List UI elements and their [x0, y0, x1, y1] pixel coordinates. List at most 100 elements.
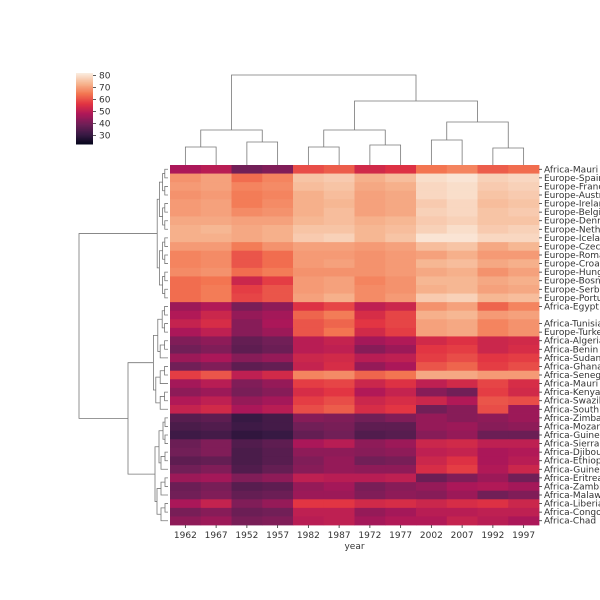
y-tick-label: Africa-Guinea — [544, 465, 600, 475]
cell-africa-mozambique-1972 — [354, 413, 386, 423]
cell-africa-guinea-bissau-1952 — [231, 422, 263, 432]
row-dendrogram-link — [155, 376, 161, 404]
cell-africa-kenya-1957 — [262, 379, 294, 389]
colorbar-segment — [76, 89, 93, 92]
cell-africa-senegal-2007 — [446, 362, 478, 372]
cell-europe-turkey-1977 — [385, 319, 417, 329]
column-dendrogram-link — [307, 146, 340, 165]
cell-africa-sierra-leone-1967 — [200, 430, 232, 440]
cell-europe-netherlands-2002 — [416, 225, 448, 234]
cell-africa-algeria-1972 — [354, 327, 386, 337]
cell-africa-swaziland-2002 — [416, 387, 448, 397]
cell-europe-austria-1967 — [200, 190, 232, 200]
cell-europe-belgium-1957 — [262, 207, 294, 217]
colorbar-segment — [76, 87, 93, 89]
colorbar-segment — [76, 96, 93, 99]
cell-africa-congo-1982 — [293, 499, 325, 509]
row-dendrogram-link — [159, 250, 163, 286]
cell-africa-mozambique-1977 — [385, 413, 417, 423]
cell-europe-czech-republic-1952 — [231, 242, 263, 252]
cell-africa-egypt-1997 — [508, 302, 540, 312]
y-tick-label: Europe-Croat — [544, 260, 600, 270]
cell-africa-senegal-1952 — [231, 362, 263, 372]
colorbar-segment — [76, 80, 93, 82]
cell-africa-swaziland-2007 — [446, 387, 478, 397]
cell-europe-austria-1962 — [170, 190, 202, 200]
cell-africa-benin-1972 — [354, 336, 386, 346]
cell-europe-belgium-2007 — [446, 207, 478, 217]
cell-africa-guinea-1957 — [262, 456, 294, 466]
cell-europe-spain-1962 — [170, 173, 202, 183]
row-dendrogram-link — [159, 370, 168, 384]
cell-africa-tanzania-1982 — [293, 516, 325, 526]
cell-europe-iceland-1962 — [170, 233, 202, 243]
cell-africa-benin-1952 — [231, 336, 263, 346]
cell-africa-ghana-1982 — [293, 353, 325, 363]
y-tick-label: Africa-Malaw — [544, 491, 600, 501]
cell-europe-iceland-1987 — [323, 233, 355, 243]
cell-africa-sudan-1972 — [354, 345, 386, 354]
cell-africa-sierra-leone-2007 — [446, 430, 478, 440]
cell-europe-netherlands-1977 — [385, 225, 417, 234]
heatmap-cells — [170, 165, 540, 526]
cell-europe-portugal-1992 — [477, 293, 509, 303]
y-tick-label: Europe-Roma — [544, 251, 600, 261]
cell-africa-guinea-2007 — [446, 456, 478, 466]
cell-africa-zambia-2002 — [416, 473, 448, 483]
cell-africa-liberia-1982 — [293, 490, 325, 500]
cell-europe-netherlands-1967 — [200, 225, 232, 234]
y-tick-label: Africa-Tunisia — [544, 320, 600, 330]
cell-africa-congo-1987 — [323, 499, 355, 509]
cell-europe-austria-1957 — [262, 190, 294, 200]
colorbar-segment — [76, 125, 93, 127]
colorbar-segment — [76, 107, 93, 109]
cell-africa-tunisia-1962 — [170, 310, 202, 320]
cell-europe-bosnia-and-herzegovina-1977 — [385, 276, 417, 286]
cell-africa-congo-1992 — [477, 499, 509, 509]
cell-europe-czech-republic-1997 — [508, 242, 540, 252]
cell-europe-romania-1992 — [477, 250, 509, 260]
cell-africa-mauritania-1952 — [231, 165, 263, 174]
colorbar-segment — [76, 93, 93, 95]
colorbar-tick-label: 50 — [99, 108, 111, 118]
cell-europe-austria-1987 — [323, 190, 355, 200]
cell-africa-mauritania-1987 — [323, 165, 355, 174]
cell-europe-austria-1982 — [293, 190, 325, 200]
cell-europe-denmark-1997 — [508, 216, 540, 226]
cell-africa-swaziland-1992 — [477, 387, 509, 397]
row-dendrogram-link — [164, 288, 168, 299]
row-dendrogram-link — [164, 323, 168, 333]
cell-europe-spain-2007 — [446, 173, 478, 183]
cell-africa-guinea-1967 — [200, 456, 232, 466]
cell-africa-liberia-1967 — [200, 490, 232, 500]
cell-africa-djibouti-1987 — [323, 439, 355, 449]
cell-europe-iceland-1997 — [508, 233, 540, 243]
y-tick-label: Africa-Chad — [544, 517, 596, 527]
cell-africa-algeria-1967 — [200, 327, 232, 337]
colorbar-segment — [76, 82, 93, 85]
cell-europe-croatia-1962 — [170, 259, 202, 269]
colorbar-segment — [76, 112, 93, 114]
colorbar-segment — [76, 73, 93, 75]
cell-europe-turkey-2002 — [416, 319, 448, 329]
cell-africa-liberia-1977 — [385, 490, 417, 500]
cell-africa-guinea-bissau-1957 — [262, 422, 294, 432]
cell-africa-tanzania-1972 — [354, 516, 386, 526]
cell-africa-senegal-1987 — [323, 362, 355, 372]
cell-europe-austria-1992 — [477, 190, 509, 200]
colorbar-segment — [76, 88, 93, 91]
cell-africa-malawi-1957 — [262, 482, 294, 492]
cell-africa-south-africa-1982 — [293, 396, 325, 406]
cell-africa-zimbabwe-1972 — [354, 405, 386, 414]
y-tick-label: Europe-Nethe — [544, 225, 600, 235]
cell-africa-guinea-1992 — [477, 456, 509, 466]
cell-africa-malawi-2007 — [446, 482, 478, 492]
colorbar-segment — [76, 103, 93, 106]
cell-africa-mozambique-1967 — [200, 413, 232, 423]
cell-africa-mauritius-1967 — [200, 370, 232, 380]
cell-europe-belgium-1992 — [477, 207, 509, 217]
row-dendrogram-link — [164, 451, 168, 462]
x-tick-label-1982: 1982 — [297, 531, 320, 541]
cell-europe-croatia-1982 — [293, 259, 325, 269]
cell-africa-zambia-1962 — [170, 473, 202, 483]
